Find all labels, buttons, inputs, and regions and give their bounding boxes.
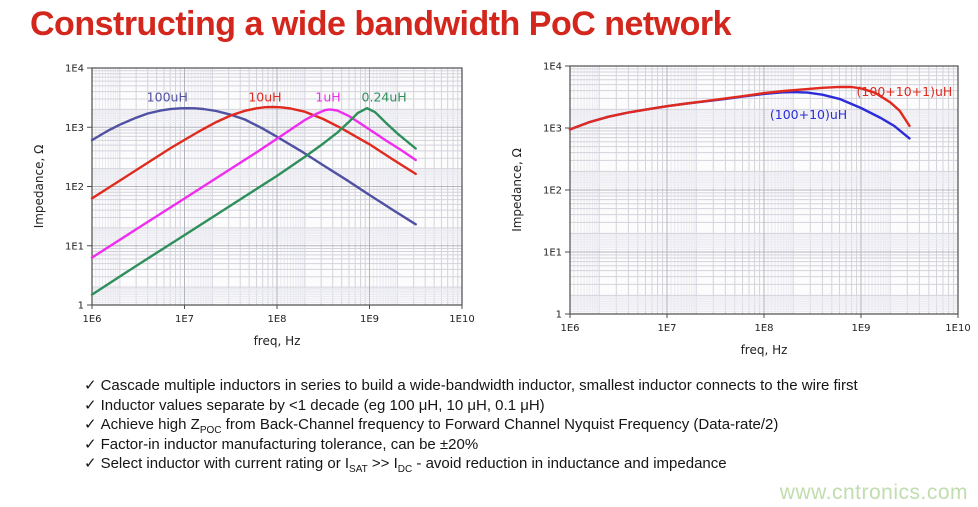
series-curve-100uh (90, 107, 417, 226)
series-curve-1uh (90, 108, 417, 259)
right-impedance-chart: 1E6 1E7 1E8 1E9 1E10 1 1E1 1E2 1E3 1E4 freq, Hz Imp… (510, 62, 971, 358)
y-tick-label: 1 (78, 301, 84, 312)
series-label-100101uh: (100+10+1)uH (857, 84, 953, 99)
left-impedance-chart: 1E6 1E7 1E8 1E9 1E10 1 1E1 1E2 1E3 1E4 freq, Hz Imp… (32, 64, 475, 349)
bullet-item: ✓ Achieve high ZPOC from Back-Channel fre… (84, 415, 964, 436)
y-tick-label: 1E3 (65, 123, 84, 134)
subscript-text: POC (199, 425, 222, 436)
series-label-100uh: 100uH (147, 90, 188, 105)
series-label-10uh: 10uH (248, 90, 281, 105)
x-tick-label: 1E10 (449, 314, 474, 325)
series-label-0.24uh: 0.24uH (362, 90, 407, 105)
bullet-text: from Back-Channel frequency to Forward C… (221, 416, 779, 433)
x-tick-label: 1E9 (360, 314, 379, 325)
x-tick-label: 1E7 (657, 323, 676, 334)
check-icon: ✓ (84, 376, 97, 394)
bullet-text: Factor-in inductor manufacturing toleran… (100, 435, 479, 453)
y-tick-label: 1E1 (543, 248, 562, 259)
y-tick-label: 1E2 (543, 186, 562, 197)
y-axis-title: Impedance, Ω (32, 145, 46, 229)
x-axis-title: freq, Hz (741, 343, 788, 357)
series-label-10010uh: (100+10)uH (770, 107, 847, 122)
check-icon: ✓ (84, 395, 97, 414)
x-tick-label: 1E10 (945, 323, 970, 334)
check-icon: ✓ (84, 434, 97, 453)
y-tick-label: 1E4 (543, 62, 562, 73)
y-tick-label: 1E1 (65, 241, 84, 252)
bullet-text: Achieve high Z (100, 416, 200, 433)
series-curve-10uh (90, 105, 417, 200)
bullet-item: ✓ Factor-in inductor manufacturing tolera… (84, 435, 964, 455)
x-tick-label: 1E8 (267, 314, 286, 325)
x-tick-label: 1E8 (754, 323, 773, 334)
check-icon: ✓ (84, 454, 97, 472)
y-tick-label: 1 (556, 310, 562, 321)
x-axis-title: freq, Hz (254, 334, 301, 348)
y-axis-title: Impedance, Ω (510, 148, 524, 232)
x-tick-label: 1E7 (175, 314, 194, 325)
bullet-text: Inductor values separate by <1 decade (e… (100, 396, 545, 414)
bullet-item: ✓ Inductor values separate by <1 decade (… (84, 396, 964, 416)
bullet-text: >> I (367, 455, 398, 472)
x-tick-label: 1E9 (851, 323, 870, 334)
subscript-text: DC (397, 464, 413, 475)
y-tick-label: 1E2 (65, 182, 84, 193)
series-curve-0.24uh (90, 107, 417, 296)
x-tick-label: 1E6 (82, 314, 101, 325)
y-tick-label: 1E3 (543, 124, 562, 135)
bullet-text: - avoid reduction in inductance and impe… (412, 455, 727, 472)
bullet-text: Cascade multiple inductors in series to … (100, 377, 858, 394)
series-label-1uh: 1uH (315, 90, 340, 105)
bullet-text: Select inductor with current rating or I (100, 455, 350, 472)
slide-title: Constructing a wide bandwidth PoC networ… (30, 5, 732, 43)
bullet-item: ✓ Select inductor with current rating or … (84, 454, 964, 475)
y-tick-label: 1E4 (65, 64, 84, 75)
watermark: www.cntronics.com (779, 481, 968, 504)
subscript-text: SAT (349, 464, 368, 475)
x-tick-label: 1E6 (560, 323, 579, 334)
series-curve-100101uh (568, 85, 911, 131)
bullet-item: ✓ Cascade multiple inductors in series to… (84, 376, 964, 396)
bullet-list: ✓ Cascade multiple inductors in series to… (84, 376, 964, 475)
check-icon: ✓ (84, 415, 97, 433)
